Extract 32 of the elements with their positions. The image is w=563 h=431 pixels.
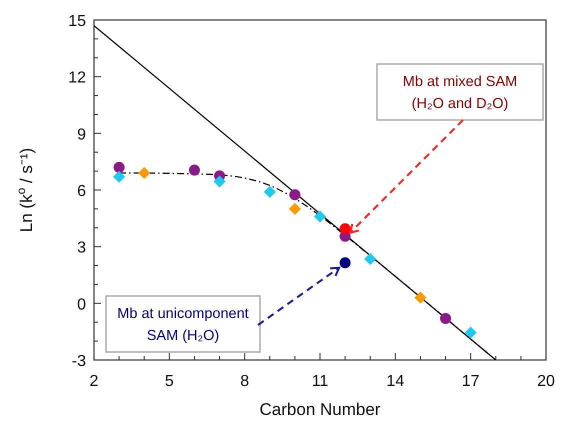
- annotation: Mb at unicomponent SAM (H₂O): [117, 306, 249, 344]
- y-tick-label: -3: [72, 353, 86, 370]
- point: [214, 176, 226, 188]
- point: [188, 164, 200, 176]
- y-tick-label: 15: [68, 13, 86, 30]
- x-tick-label: 2: [90, 373, 99, 390]
- x-tick-label: 8: [240, 373, 250, 390]
- x-tick-label: 20: [537, 373, 555, 390]
- y-tick-label: 3: [77, 240, 86, 257]
- point: [440, 312, 452, 324]
- y-tick-label: 0: [77, 296, 86, 314]
- point: [138, 167, 150, 179]
- point: [314, 210, 326, 222]
- x-tick-label: 17: [462, 373, 480, 390]
- point: [414, 292, 426, 304]
- point: [364, 252, 376, 265]
- point: [264, 186, 276, 198]
- point: [340, 257, 351, 268]
- point: [113, 170, 126, 183]
- point: [340, 223, 351, 234]
- y-tick-label: 6: [77, 183, 86, 200]
- point: [464, 326, 477, 339]
- y-tick-label: 12: [68, 70, 86, 87]
- x-tick-label: 11: [312, 373, 328, 390]
- x-axis-title: Carbon Number: [260, 400, 381, 419]
- x-tick-label: 14: [386, 373, 404, 390]
- annotation: Mb at mixed SAM (H₂O and D₂O): [402, 74, 518, 112]
- y-tick-label: 9: [77, 126, 86, 144]
- point: [289, 189, 300, 200]
- point: [114, 162, 125, 173]
- x-tick-label: 5: [164, 373, 174, 390]
- point: [288, 202, 301, 215]
